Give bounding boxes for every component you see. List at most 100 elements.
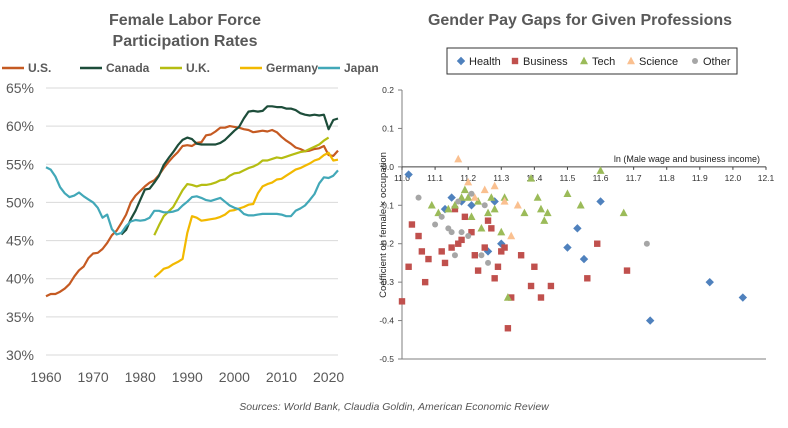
pay-gap-scatter-chart: Health Business Tech Science Other 0.2 0.1 0.0 -… <box>378 47 775 364</box>
data-point <box>467 201 476 210</box>
data-point <box>500 193 509 201</box>
data-point <box>490 204 499 213</box>
legend-item: U.K. <box>160 61 210 75</box>
legend-marker <box>692 58 698 64</box>
x-tick-label: 11.8 <box>659 173 675 183</box>
x-tick-label: 2020 <box>313 369 344 385</box>
y-tick-label: 0.1 <box>382 123 394 133</box>
data-point <box>465 233 472 240</box>
data-point <box>501 244 508 251</box>
data-point <box>543 208 552 217</box>
data-point <box>507 231 516 240</box>
x-tick-label: 2000 <box>219 369 250 385</box>
data-point <box>477 223 486 232</box>
y-tick-label: 65% <box>6 80 34 96</box>
data-point <box>464 177 473 186</box>
data-point <box>405 263 412 270</box>
legend-label: Business <box>523 56 568 68</box>
left-chart-title-line-2: Participation Rates <box>112 33 258 50</box>
series-line-uk <box>153 136 330 236</box>
data-point <box>596 197 605 206</box>
left-chart-title-line-1: Female Labor Force <box>108 12 262 29</box>
data-point <box>643 240 650 247</box>
x-tick-label: 11.9 <box>692 173 708 183</box>
legend-label: Japan <box>344 61 379 75</box>
data-point <box>490 181 499 190</box>
data-point <box>425 255 432 263</box>
data-point <box>485 259 492 266</box>
data-point <box>418 248 426 255</box>
data-point <box>527 173 536 182</box>
y-tick-label: 30% <box>6 347 34 363</box>
data-point <box>619 208 628 217</box>
data-point <box>444 204 453 213</box>
data-point <box>432 221 439 228</box>
left-chart-title: Female Labor Force Participation Rates <box>40 10 330 52</box>
legend-label: Other <box>703 56 731 68</box>
x-tick-label: 2010 <box>266 369 297 385</box>
data-point <box>448 229 455 236</box>
data-point <box>484 208 493 217</box>
data-point <box>484 217 492 224</box>
data-point <box>438 248 445 255</box>
x-tick-label: 11.2 <box>460 173 476 183</box>
data-point <box>517 252 525 259</box>
y-tick-label: 60% <box>6 118 34 134</box>
data-point <box>498 248 505 255</box>
legend-label: U.K. <box>186 61 210 75</box>
legend-label: U.S. <box>28 61 51 75</box>
data-point <box>441 259 449 267</box>
data-point <box>481 202 488 209</box>
data-point <box>623 267 631 274</box>
data-point <box>461 213 469 221</box>
series-line-us <box>45 125 339 298</box>
x-tick-label: 11.4 <box>526 173 542 183</box>
y-tick-label: -0.3 <box>379 277 394 287</box>
data-point <box>455 240 462 247</box>
y-tick-label: 50% <box>6 194 34 210</box>
legend-item: U.S. <box>2 61 51 75</box>
data-point <box>513 200 522 209</box>
data-point <box>455 198 462 205</box>
data-point <box>563 243 572 252</box>
data-point <box>480 185 489 194</box>
legend-item: Germany <box>240 61 318 75</box>
data-point <box>508 294 515 301</box>
data-point <box>447 193 456 202</box>
data-point <box>531 263 538 270</box>
y-tick-label: -0.5 <box>379 354 394 364</box>
data-point <box>404 170 413 179</box>
legend-label: Health <box>469 56 501 68</box>
labor-force-line-chart: 30% 35% 40% 45% 50% 55% 60% 65% 1960 1970 1980 1990… <box>2 61 379 385</box>
data-point <box>471 252 478 259</box>
series-line-germany <box>153 151 339 279</box>
data-point <box>503 293 512 301</box>
data-point <box>448 244 455 251</box>
legend-item: Canada <box>80 61 150 75</box>
series-line-canada <box>120 105 339 236</box>
data-point <box>478 252 485 259</box>
x-tick-label: 11.6 <box>593 173 609 183</box>
y-tick-label: 55% <box>6 156 34 172</box>
data-point <box>458 236 465 244</box>
series-health <box>404 170 748 325</box>
series-line-japan <box>45 166 339 236</box>
data-point <box>487 193 496 201</box>
data-point <box>451 205 459 213</box>
data-point <box>500 197 509 205</box>
data-point <box>540 216 549 224</box>
legend-label: Science <box>639 56 678 68</box>
data-point <box>497 227 506 236</box>
data-point <box>491 275 498 282</box>
data-point <box>408 221 416 228</box>
x-tick-label: 1960 <box>30 369 61 385</box>
data-point <box>594 240 601 247</box>
data-point <box>450 200 459 209</box>
y-tick-label: 35% <box>6 309 34 325</box>
data-point <box>421 278 429 286</box>
legend-label: Canada <box>106 61 150 75</box>
data-point <box>398 298 406 305</box>
y-tick-label: -0.4 <box>379 316 394 326</box>
legend-box <box>446 47 738 75</box>
series-tech <box>427 166 628 301</box>
